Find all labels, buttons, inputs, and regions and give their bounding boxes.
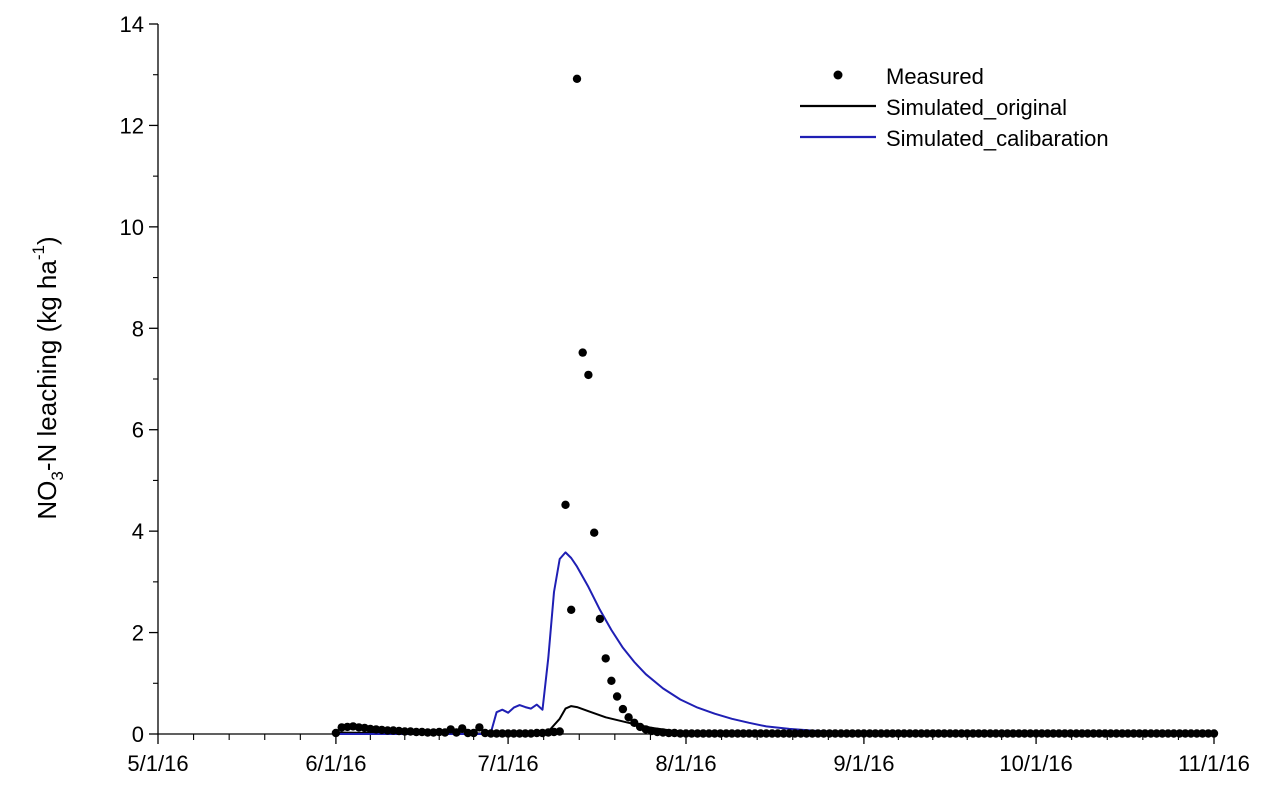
- x-tick-label: 9/1/16: [833, 751, 894, 776]
- x-axis: 5/1/16 6/1/16 7/1/16 8/1/16 9/1/16 10/1/16 11/…: [127, 734, 1250, 776]
- measured-point: [607, 676, 616, 685]
- measured-point: [618, 704, 628, 714]
- measured-point: [934, 729, 943, 738]
- measured-point: [452, 728, 461, 737]
- series-line-simulated-calibaration: [335, 551, 1215, 735]
- legend-label: Simulated_original: [886, 95, 1067, 120]
- x-tick-label: 6/1/16: [305, 751, 366, 776]
- measured-point: [475, 723, 484, 732]
- measured-point: [572, 74, 582, 84]
- measured-point: [773, 729, 782, 738]
- x-tick-label: 11/1/16: [1178, 751, 1250, 776]
- measured-point: [578, 348, 587, 357]
- measured-point: [963, 729, 972, 738]
- measured-point: [905, 729, 914, 738]
- measured-point: [463, 728, 473, 738]
- y-axis-title-prefix: NO: [32, 481, 62, 520]
- measured-point: [1186, 729, 1196, 738]
- y-tick-label: 0: [132, 722, 144, 747]
- y-tick-label: 10: [120, 215, 144, 240]
- measured-point: [951, 729, 960, 738]
- y-axis: 0 2 4 6 8 10 12 14: [120, 12, 158, 747]
- x-tick-label: 5/1/16: [127, 751, 188, 776]
- measured-point: [744, 729, 754, 738]
- legend-label: Measured: [886, 64, 984, 89]
- measured-point: [595, 614, 605, 624]
- measured-point: [1026, 729, 1035, 738]
- y-tick-label: 12: [120, 113, 144, 138]
- measured-point: [1037, 729, 1047, 738]
- measured-point: [612, 692, 622, 701]
- measured-point: [859, 729, 869, 738]
- measured-point: [1112, 729, 1121, 738]
- measured-point: [980, 729, 989, 738]
- y-axis-title-suffix: ): [32, 236, 62, 245]
- y-tick-label: 2: [132, 621, 144, 646]
- measured-point: [848, 729, 857, 738]
- y-tick-label: 4: [132, 519, 144, 544]
- measured-point: [601, 654, 610, 663]
- measured-point: [630, 718, 639, 727]
- legend: Measured Simulated_original Simulated_cali…: [800, 64, 1109, 151]
- measured-point: [590, 528, 599, 537]
- measured-point: [1198, 729, 1207, 738]
- measured-point: [498, 729, 507, 738]
- measured-point: [1083, 729, 1092, 738]
- measured-point: [1123, 729, 1133, 738]
- measured-point: [555, 727, 564, 736]
- y-axis-title-sub: 3: [48, 471, 67, 480]
- measured-point: [423, 728, 432, 737]
- measured-point: [561, 500, 570, 509]
- y-axis-title-sup: -1: [29, 245, 48, 260]
- measured-point: [624, 713, 633, 722]
- measured-point: [1158, 729, 1167, 738]
- measured-point: [699, 729, 708, 738]
- y-axis-title-middle: -N leaching (kg ha: [32, 260, 62, 472]
- measured-point: [876, 729, 886, 738]
- y-axis-title: NO3-N leaching (kg ha-1): [29, 236, 67, 519]
- measured-point: [727, 729, 737, 738]
- measured-point: [1209, 729, 1219, 738]
- measured-point: [1008, 729, 1018, 738]
- measured-point: [716, 729, 725, 738]
- series-layer: [331, 74, 1219, 738]
- measured-point: [790, 729, 800, 738]
- measured-point: [831, 729, 840, 738]
- measured-point: [509, 729, 518, 738]
- legend-marker-measured: [833, 70, 843, 80]
- measured-point: [469, 728, 478, 738]
- measured-point: [331, 728, 341, 738]
- measured-point: [1054, 729, 1064, 738]
- measured-point: [802, 729, 811, 738]
- measured-point: [819, 729, 828, 738]
- measured-point: [991, 729, 1001, 738]
- measured-point: [567, 605, 576, 614]
- measured-point: [458, 724, 467, 733]
- measured-point: [1140, 729, 1150, 738]
- measured-point: [894, 729, 903, 738]
- measured-point: [762, 729, 771, 738]
- measured-point: [1169, 729, 1179, 738]
- measured-point: [584, 370, 593, 380]
- measured-point: [687, 729, 696, 738]
- measured-point: [1095, 729, 1104, 738]
- measured-point: [1066, 729, 1075, 738]
- legend-label: Simulated_calibaration: [886, 126, 1109, 151]
- x-tick-label: 7/1/16: [478, 751, 539, 776]
- x-tick-label: 8/1/16: [655, 751, 716, 776]
- y-tick-label: 6: [132, 418, 144, 443]
- y-tick-label: 14: [120, 12, 144, 37]
- measured-point: [922, 729, 932, 738]
- y-tick-label: 8: [132, 316, 144, 341]
- x-tick-label: 10/1/16: [999, 751, 1072, 776]
